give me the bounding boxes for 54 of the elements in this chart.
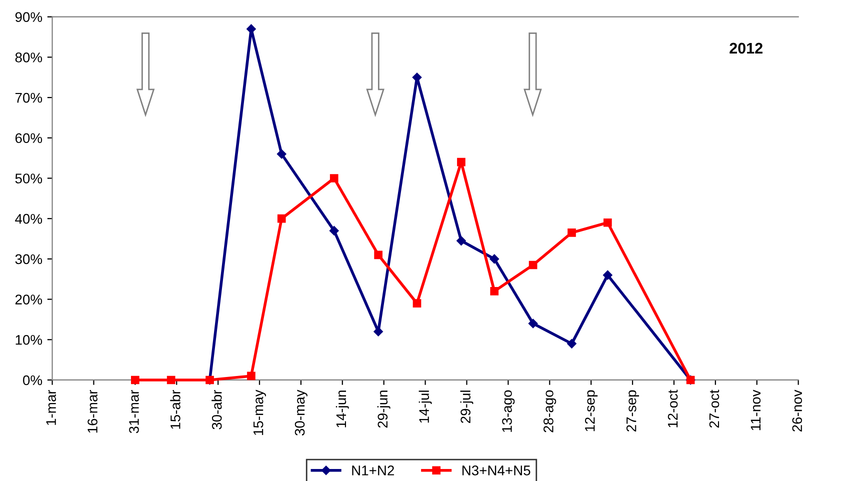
x-tick-label: 26-nov [792, 390, 802, 432]
point [490, 254, 499, 264]
x-tick-label: 15-abr [170, 390, 180, 429]
point [568, 228, 576, 237]
point [374, 326, 383, 336]
x-tick-label: 30-abr [212, 390, 222, 430]
x-tick-label: 30-may [294, 390, 308, 436]
y-tick-label: 70% [15, 92, 42, 103]
point [603, 218, 612, 227]
point [528, 318, 538, 328]
y-tick-label: 40% [15, 214, 42, 224]
point [490, 287, 499, 296]
x-tick-label: 1-mar [46, 390, 56, 425]
y-tick-label: 50% [15, 174, 42, 184]
point [329, 226, 339, 236]
x-tick-label: 27-sep [626, 390, 640, 432]
y-tick-label: 10% [16, 334, 42, 345]
point [374, 250, 382, 260]
point [412, 299, 422, 308]
point [603, 270, 612, 280]
point [247, 372, 256, 380]
point [412, 72, 422, 82]
x-tick-label: 12-sep [584, 390, 598, 432]
x-tick-label: 28-ago [544, 390, 556, 432]
x-tick-label: 13-ago [502, 390, 515, 432]
point [246, 24, 256, 34]
x-tick-label: 14-jul [418, 390, 432, 423]
x-tick-label: 29-jun [377, 390, 390, 428]
point [456, 236, 466, 246]
point [166, 376, 176, 384]
x-tick-label: 16-mar [88, 390, 98, 433]
x-tick-label: 14-jun [336, 390, 349, 428]
point [277, 214, 286, 223]
x-tick-label: 31-mar [129, 390, 139, 434]
x-tick-label: 15-may [254, 390, 266, 435]
point [567, 339, 576, 348]
y-tick-label: 60% [15, 133, 42, 144]
y-tick-label: 80% [15, 52, 42, 62]
point [130, 376, 140, 384]
y-tick-label: 0% [23, 375, 42, 386]
point [276, 149, 286, 159]
x-tick-label: 29-jul [460, 390, 474, 423]
x-tick-label: 27-oct [709, 390, 720, 428]
y-tick-label: 90% [15, 12, 42, 22]
legend-label: N1+N2 [352, 466, 394, 476]
annotation: 2012 [730, 42, 762, 54]
point [457, 158, 466, 166]
y-tick-label: 30% [15, 254, 42, 264]
point [528, 260, 538, 270]
x-tick-label: 11-nov [750, 390, 761, 430]
point [330, 174, 338, 182]
legend-label: N3+N4+N5 [462, 466, 530, 476]
x-tick-label: 12-oct [668, 390, 678, 428]
y-tick-label: 20% [15, 294, 42, 304]
